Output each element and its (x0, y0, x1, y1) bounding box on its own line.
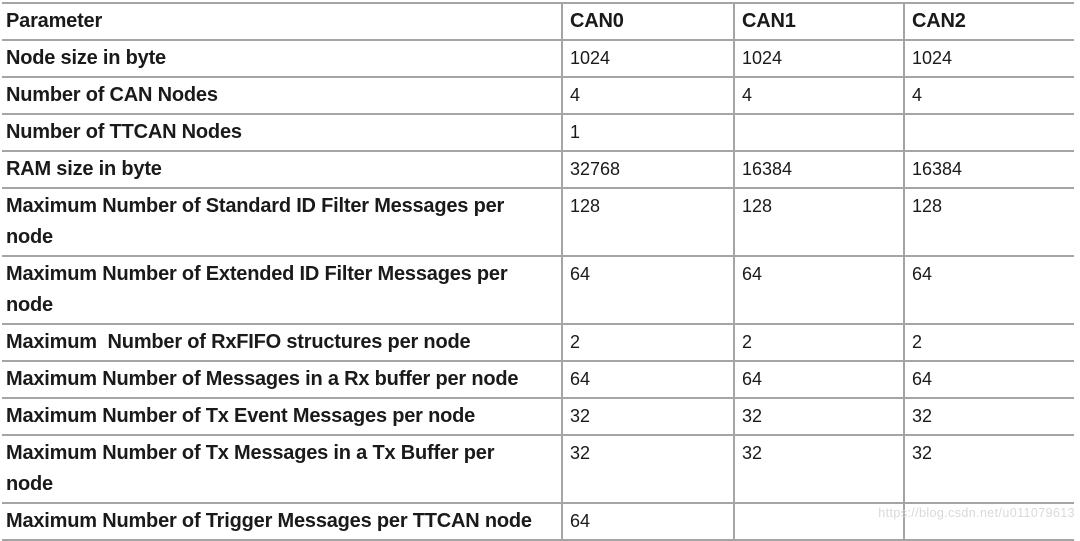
can1-value (733, 114, 904, 152)
can1-value: 32 (733, 398, 904, 436)
can2-value: 4 (903, 77, 1074, 115)
can2-value: 2 (903, 324, 1074, 362)
table-row: Maximum Number of RxFIFO structures per … (2, 324, 1074, 362)
parameter-label: Number of CAN Nodes (2, 77, 562, 115)
can1-value (733, 503, 904, 541)
table-row: Maximum Number of Tx Messages in a Tx Bu… (2, 435, 1074, 504)
can1-value: 2 (733, 324, 904, 362)
can1-value: 64 (733, 256, 904, 325)
can0-value: 64 (561, 503, 734, 541)
parameter-label: Maximum Number of Trigger Messages per T… (2, 503, 562, 541)
can0-value: 32768 (561, 151, 734, 189)
can0-value: 4 (561, 77, 734, 115)
parameter-label: Node size in byte (2, 40, 562, 78)
table-row: Maximum Number of Extended ID Filter Mes… (2, 256, 1074, 325)
can2-value: 32 (903, 398, 1074, 436)
parameter-label: Maximum Number of Tx Messages in a Tx Bu… (2, 435, 562, 504)
column-header-parameter: Parameter (2, 3, 562, 41)
can2-value: 32 (903, 435, 1074, 504)
can0-value: 1 (561, 114, 734, 152)
can0-value: 1024 (561, 40, 734, 78)
column-header-can0: CAN0 (561, 3, 734, 41)
can1-value: 32 (733, 435, 904, 504)
table-row: Maximum Number of Trigger Messages per T… (2, 503, 1074, 541)
can0-value: 64 (561, 361, 734, 399)
can0-value: 2 (561, 324, 734, 362)
table-row: Maximum Number of Standard ID Filter Mes… (2, 188, 1074, 257)
table-row: Maximum Number of Messages in a Rx buffe… (2, 361, 1074, 399)
can1-value: 4 (733, 77, 904, 115)
can1-value: 64 (733, 361, 904, 399)
table-row: Node size in byte 1024 1024 1024 (2, 40, 1074, 78)
can1-value: 128 (733, 188, 904, 257)
can2-value: 64 (903, 361, 1074, 399)
can1-value: 1024 (733, 40, 904, 78)
parameter-label: RAM size in byte (2, 151, 562, 189)
parameter-label: Maximum Number of RxFIFO structures per … (2, 324, 562, 362)
can2-value: 64 (903, 256, 1074, 325)
can0-value: 64 (561, 256, 734, 325)
can2-value (903, 114, 1074, 152)
table-row: Number of CAN Nodes 4 4 4 (2, 77, 1074, 115)
parameter-label: Maximum Number of Extended ID Filter Mes… (2, 256, 562, 325)
table-body: Node size in byte 1024 1024 1024 Number of C… (2, 40, 1074, 541)
parameter-label: Maximum Number of Messages in a Rx buffe… (2, 361, 562, 399)
can0-value: 32 (561, 435, 734, 504)
can2-value: 16384 (903, 151, 1074, 189)
table-row: Maximum Number of Tx Event Messages per … (2, 398, 1074, 436)
parameter-label: Maximum Number of Tx Event Messages per … (2, 398, 562, 436)
table-row: Number of TTCAN Nodes 1 (2, 114, 1074, 152)
column-header-can1: CAN1 (733, 3, 904, 41)
column-header-can2: CAN2 (903, 3, 1074, 41)
header-row: Parameter CAN0 CAN1 CAN2 (2, 3, 1074, 41)
can2-value: 128 (903, 188, 1074, 257)
parameter-label: Number of TTCAN Nodes (2, 114, 562, 152)
can2-value (903, 503, 1074, 541)
can0-value: 32 (561, 398, 734, 436)
can1-value: 16384 (733, 151, 904, 189)
table-row: RAM size in byte 32768 16384 16384 (2, 151, 1074, 189)
parameter-label: Maximum Number of Standard ID Filter Mes… (2, 188, 562, 257)
can2-value: 1024 (903, 40, 1074, 78)
can0-value: 128 (561, 188, 734, 257)
